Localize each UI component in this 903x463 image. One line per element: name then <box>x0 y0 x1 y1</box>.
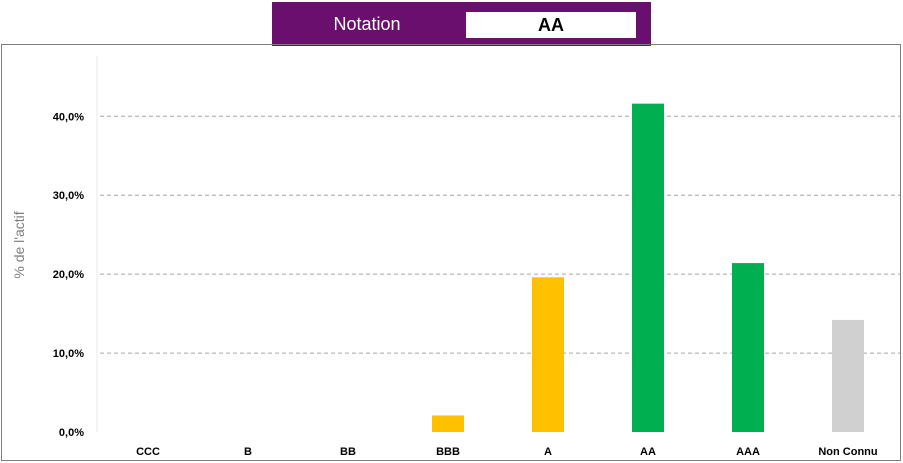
x-tick-label: Non Connu <box>818 446 877 458</box>
bar-bbb <box>432 415 464 432</box>
y-tick-label: 10,0% <box>53 348 84 360</box>
x-tick-label: B <box>244 446 252 458</box>
x-tick-label: CCC <box>136 446 160 458</box>
y-tick-label: 20,0% <box>53 269 84 281</box>
bar-non-connu <box>832 320 864 432</box>
bar-a <box>532 277 564 432</box>
x-tick-label: AA <box>640 446 656 458</box>
bar-aaa <box>732 263 764 432</box>
y-tick-label: 40,0% <box>53 111 84 123</box>
x-tick-label: BB <box>340 446 356 458</box>
x-tick-label: A <box>544 446 552 458</box>
y-axis-label: % de l'actif <box>11 211 27 278</box>
y-tick-label: 30,0% <box>53 190 84 202</box>
x-tick-label: AAA <box>736 446 760 458</box>
x-tick-label: BBB <box>436 446 460 458</box>
y-tick-label: 0,0% <box>59 427 84 439</box>
bar-aa <box>632 104 664 432</box>
